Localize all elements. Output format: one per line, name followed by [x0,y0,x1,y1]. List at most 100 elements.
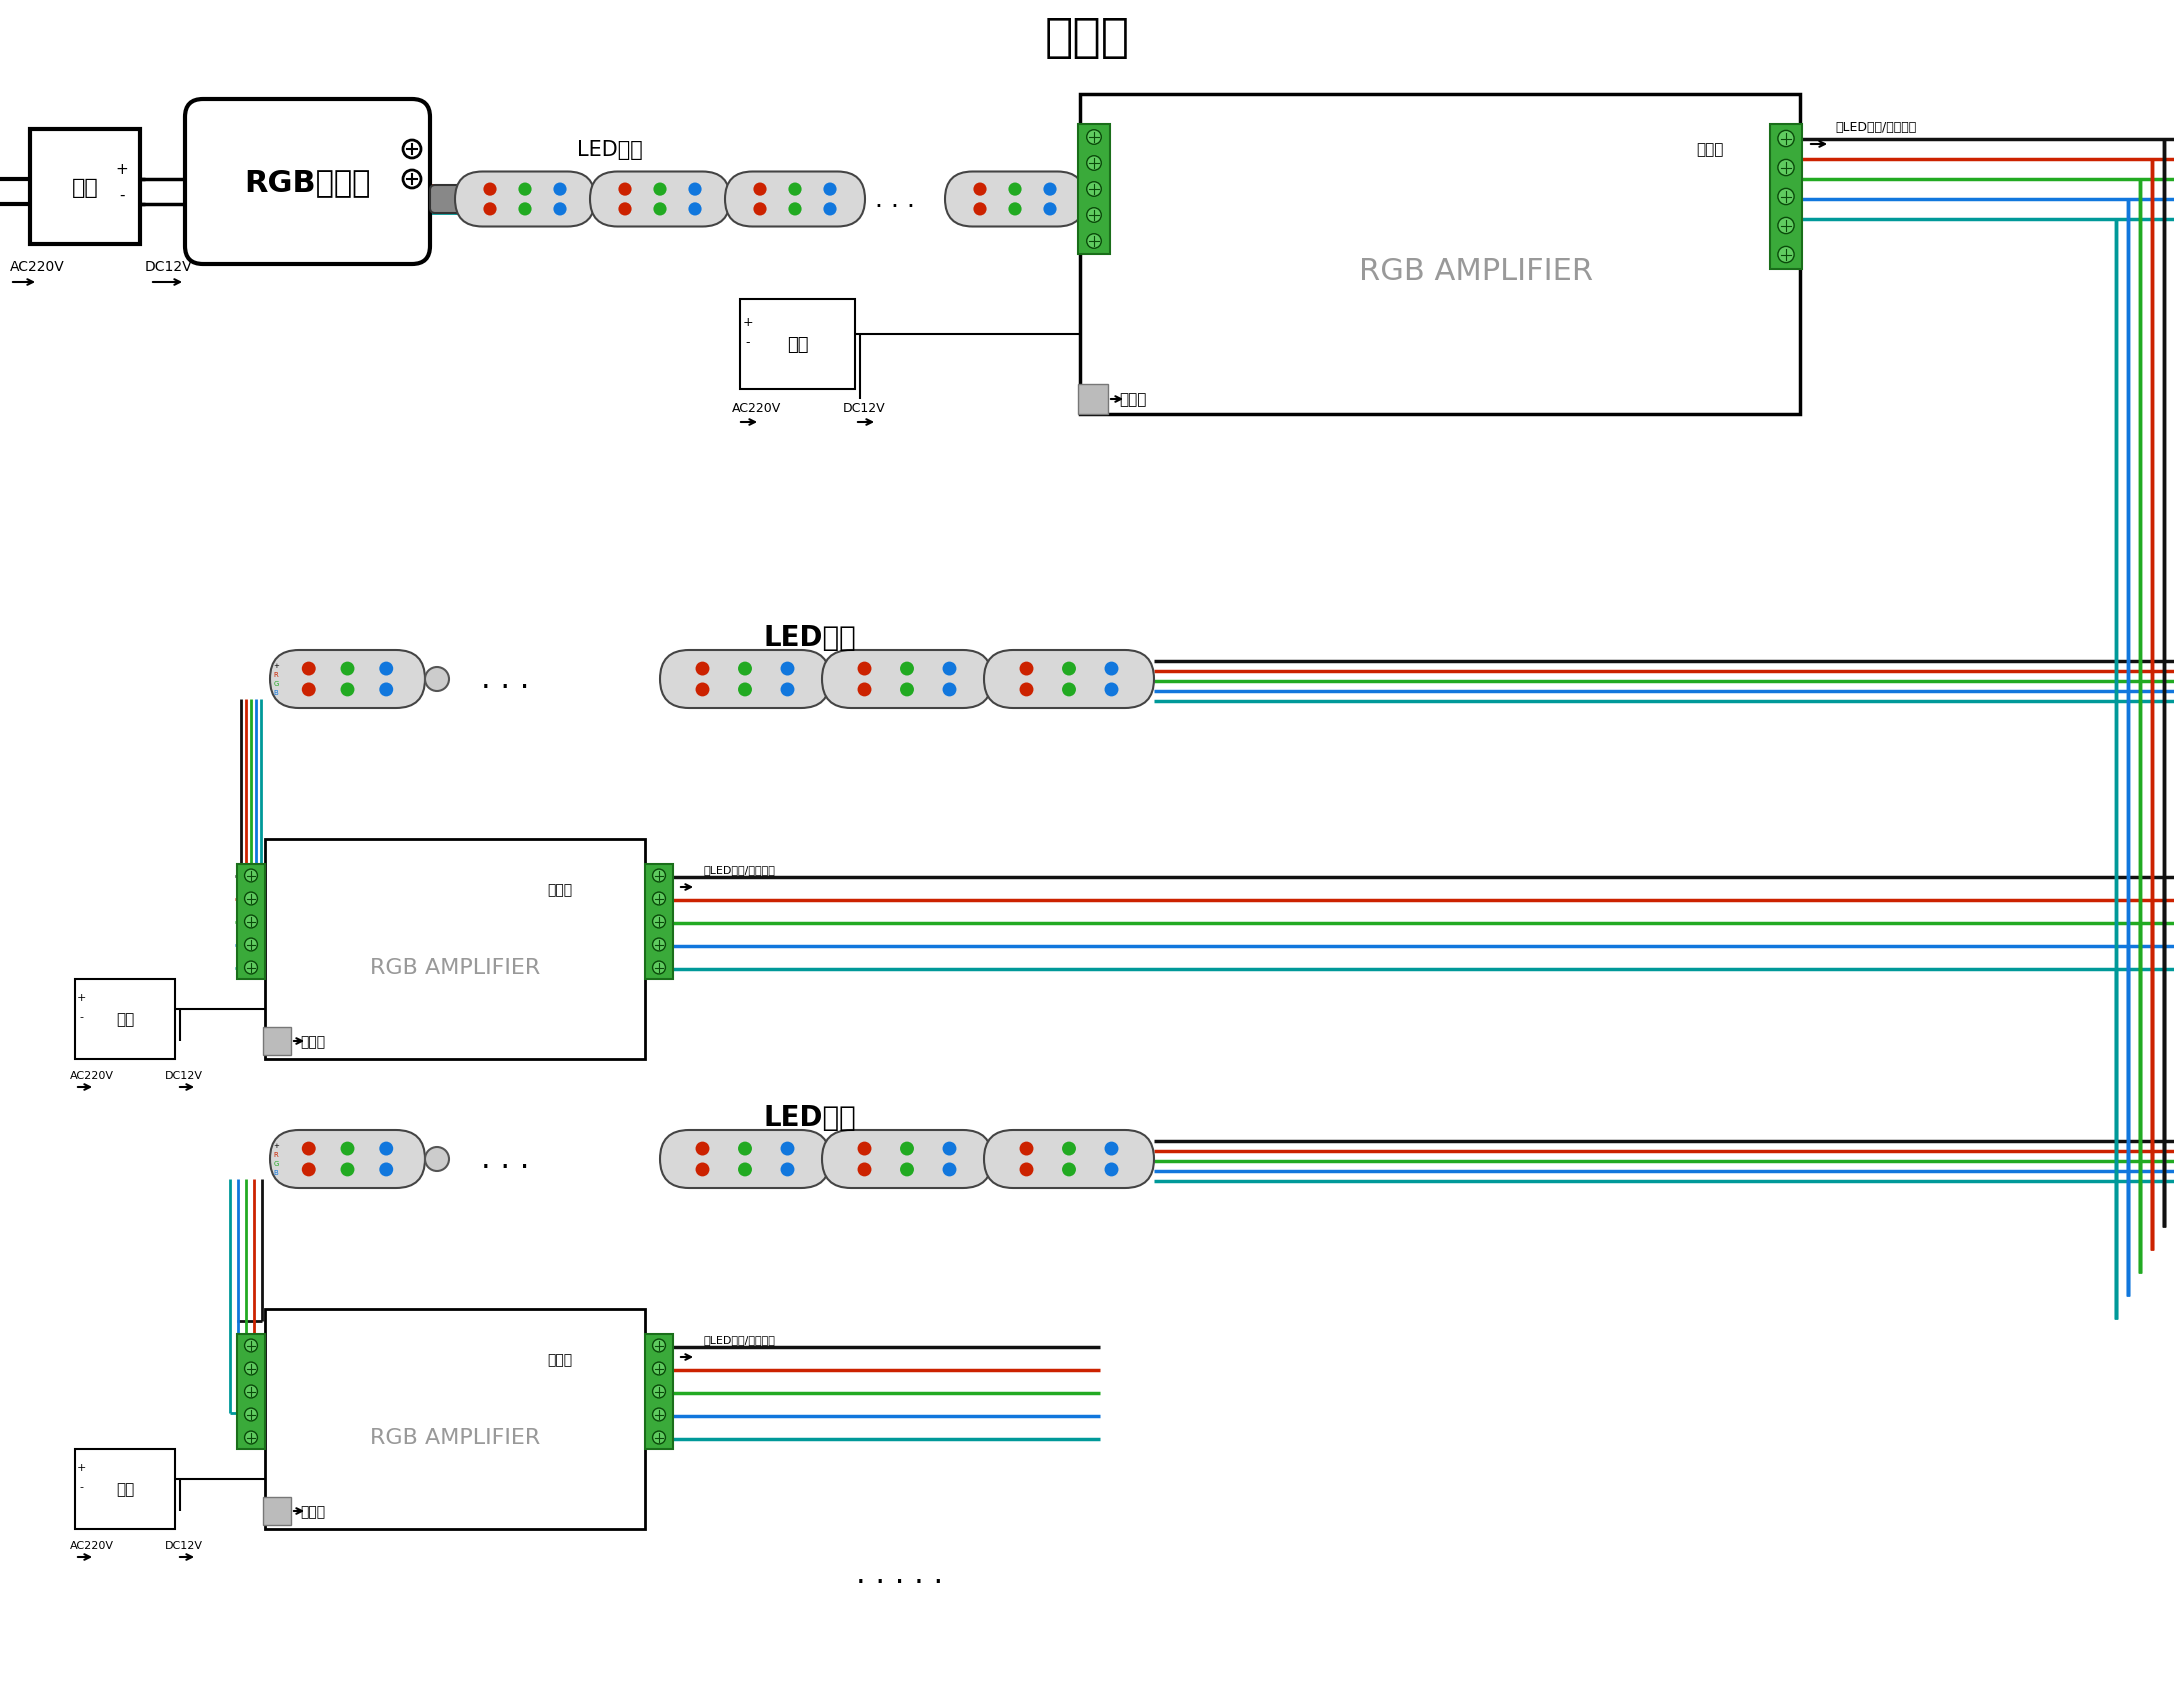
Circle shape [243,1431,257,1444]
Text: 供LED模组/灯条电源: 供LED模组/灯条电源 [702,1334,774,1344]
Circle shape [737,682,752,698]
Circle shape [1063,662,1076,676]
Text: RGB AMPLIFIER: RGB AMPLIFIER [370,958,539,976]
FancyBboxPatch shape [270,1130,424,1189]
Circle shape [1778,132,1794,147]
Circle shape [696,1142,709,1155]
FancyBboxPatch shape [661,650,830,709]
Bar [74,980,174,1059]
Circle shape [1087,182,1102,198]
Circle shape [243,961,257,975]
Text: 供LED模组/灯条电源: 供LED模组/灯条电源 [702,865,774,875]
FancyBboxPatch shape [661,1130,830,1189]
Circle shape [378,682,393,698]
Text: 电源二: 电源二 [548,1353,572,1366]
Circle shape [780,662,794,676]
Bar [263,1496,291,1525]
Circle shape [554,203,567,216]
Text: LED模组: LED模组 [763,623,857,652]
Circle shape [900,662,913,676]
Bar [1078,125,1111,255]
Circle shape [654,203,667,216]
Circle shape [944,1162,957,1177]
Bar [646,1334,674,1449]
Circle shape [652,1363,665,1375]
Text: B: B [274,1169,278,1176]
Text: G: G [274,1160,278,1167]
Circle shape [944,1142,957,1155]
Circle shape [696,1162,709,1177]
Circle shape [652,961,665,975]
Circle shape [517,184,533,196]
Circle shape [1104,682,1117,698]
Circle shape [1778,247,1794,263]
Circle shape [652,939,665,951]
Text: DC12V: DC12V [165,1540,202,1551]
Circle shape [1020,1162,1033,1177]
Circle shape [517,203,533,216]
Circle shape [402,140,422,159]
Circle shape [696,662,709,676]
Text: 电源一: 电源一 [300,1505,326,1518]
Circle shape [780,682,794,698]
Circle shape [654,184,667,196]
Circle shape [689,203,702,216]
Text: 电源: 电源 [115,1481,135,1496]
Text: LED模组: LED模组 [576,140,644,160]
Circle shape [737,662,752,676]
Text: +: + [76,993,85,1002]
FancyBboxPatch shape [589,172,730,228]
Circle shape [900,1162,913,1177]
Circle shape [754,203,767,216]
Circle shape [424,1147,450,1170]
Text: +: + [274,662,278,669]
FancyBboxPatch shape [985,1130,1154,1189]
Circle shape [789,184,802,196]
Circle shape [944,682,957,698]
Bar [265,1309,646,1529]
Circle shape [1063,1142,1076,1155]
Circle shape [652,1385,665,1398]
Circle shape [857,1162,872,1177]
Circle shape [857,662,872,676]
FancyBboxPatch shape [822,1130,991,1189]
Text: AC220V: AC220V [733,402,780,414]
FancyBboxPatch shape [985,650,1154,709]
Circle shape [378,1162,393,1177]
Text: . . .: . . . [480,665,528,694]
Text: 电源: 电源 [115,1012,135,1027]
Bar [265,839,646,1059]
Circle shape [483,184,496,196]
Circle shape [689,184,702,196]
Circle shape [243,870,257,882]
Text: +: + [274,1142,278,1149]
Text: . . .: . . . [874,187,915,211]
FancyBboxPatch shape [724,172,865,228]
Circle shape [944,662,957,676]
FancyBboxPatch shape [822,650,991,709]
Text: RGB控制器: RGB控制器 [243,167,372,198]
Circle shape [243,1385,257,1398]
Circle shape [243,1339,257,1353]
Circle shape [696,682,709,698]
Bar [1078,385,1109,415]
Circle shape [1009,203,1022,216]
Circle shape [1104,1142,1117,1155]
Circle shape [1778,189,1794,206]
Circle shape [824,184,837,196]
Circle shape [424,667,450,691]
Circle shape [974,203,987,216]
FancyBboxPatch shape [185,100,430,265]
Circle shape [617,184,633,196]
Text: AC220V: AC220V [11,260,65,274]
Circle shape [1778,218,1794,235]
Circle shape [341,1142,354,1155]
Circle shape [1063,682,1076,698]
Text: . . .: . . . [480,1145,528,1174]
Circle shape [652,1339,665,1353]
Circle shape [302,1162,315,1177]
Circle shape [1044,184,1057,196]
Text: . . . . .: . . . . . [857,1559,944,1589]
Circle shape [378,1142,393,1155]
Text: AC220V: AC220V [70,1071,113,1081]
